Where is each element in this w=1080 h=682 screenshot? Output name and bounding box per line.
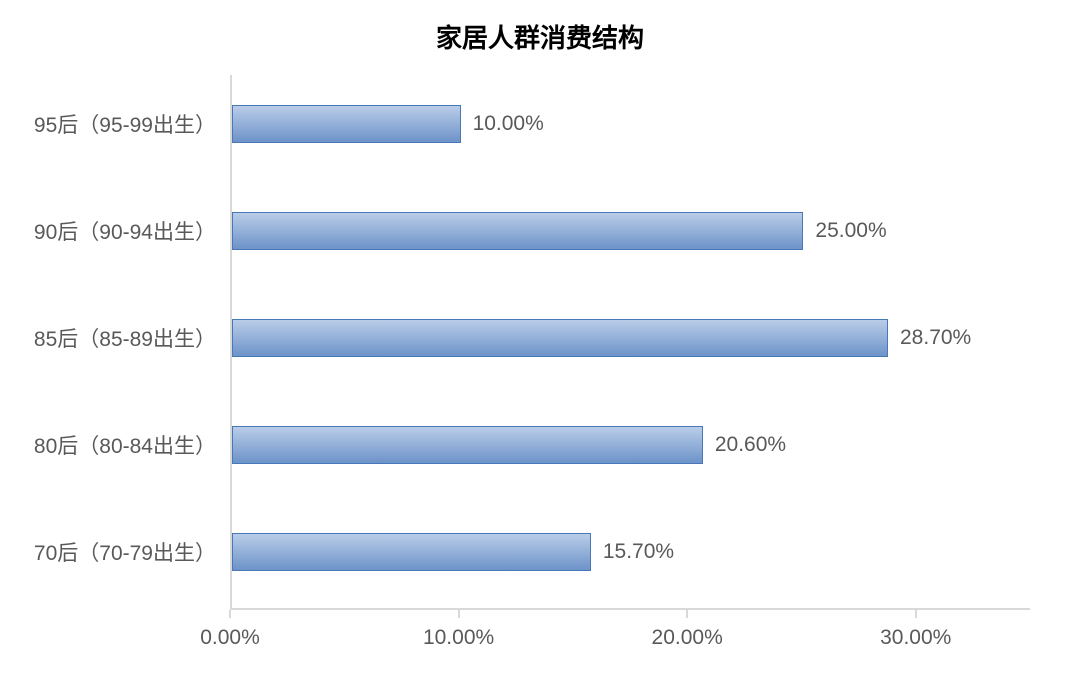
x-axis-tick	[229, 610, 231, 618]
bar-row: 80后（80-84出生）20.60%	[230, 426, 1030, 464]
x-axis-tick-label: 30.00%	[880, 626, 951, 650]
x-axis-tick-label: 20.00%	[652, 626, 723, 650]
bar	[232, 105, 461, 143]
bar	[232, 319, 888, 357]
value-label: 10.00%	[473, 112, 544, 136]
value-label: 28.70%	[900, 326, 971, 350]
bar-row: 85后（85-89出生）28.70%	[230, 319, 1030, 357]
bar-row: 90后（90-94出生）25.00%	[230, 212, 1030, 250]
bar	[232, 212, 803, 250]
bar	[232, 426, 703, 464]
chart-container: 家居人群消费结构 0.00%10.00%20.00%30.00%95后（95-9…	[0, 0, 1080, 682]
x-axis-tick	[686, 610, 688, 618]
x-axis-tick-label: 10.00%	[423, 626, 494, 650]
value-label: 20.60%	[715, 433, 786, 457]
value-label: 15.70%	[603, 540, 674, 564]
chart-title: 家居人群消费结构	[0, 18, 1080, 55]
plot-area: 0.00%10.00%20.00%30.00%95后（95-99出生）10.00…	[230, 75, 1030, 610]
bar	[232, 533, 591, 571]
x-axis-tick	[915, 610, 917, 618]
value-label: 25.00%	[815, 219, 886, 243]
x-axis-line	[230, 608, 1030, 610]
bar-row: 70后（70-79出生）15.70%	[230, 533, 1030, 571]
bar-row: 95后（95-99出生）10.00%	[230, 105, 1030, 143]
category-label: 90后（90-94出生）	[34, 216, 230, 246]
x-axis-tick-label: 0.00%	[200, 626, 260, 650]
category-label: 80后（80-84出生）	[34, 430, 230, 460]
category-label: 85后（85-89出生）	[34, 323, 230, 353]
category-label: 95后（95-99出生）	[34, 109, 230, 139]
x-axis-tick	[458, 610, 460, 618]
category-label: 70后（70-79出生）	[34, 537, 230, 567]
